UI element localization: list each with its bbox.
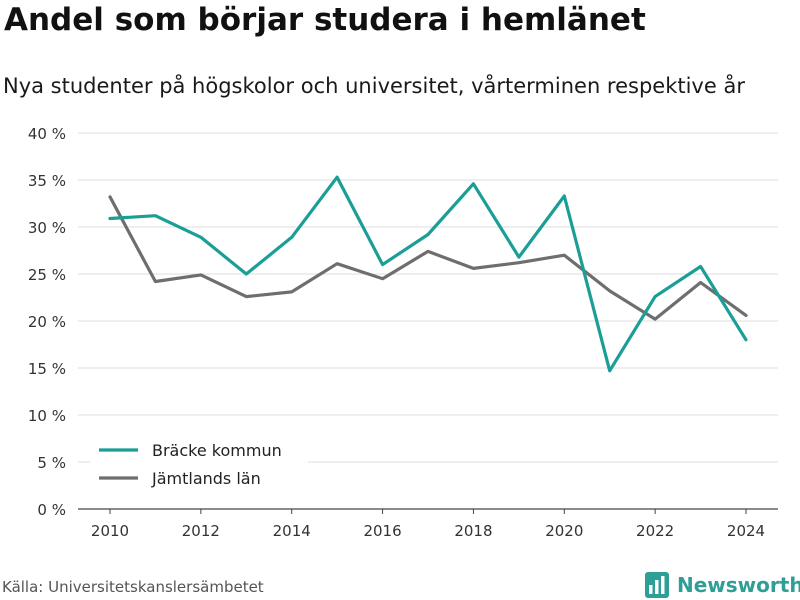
x-tick-label: 2012 — [182, 522, 220, 540]
y-tick-label: 20 % — [28, 313, 66, 331]
y-tick-label: 0 % — [37, 501, 66, 519]
series-line-br-cke-kommun — [108, 175, 748, 373]
y-tick-label: 25 % — [28, 266, 66, 284]
x-tick-label: 2020 — [545, 522, 583, 540]
gridlines — [78, 132, 778, 463]
x-axis-tick-labels: 2010 2012 2014 2016 2018 2020 2022 2024 — [91, 522, 765, 540]
series-lines — [108, 175, 748, 373]
x-tick-label: 2018 — [454, 522, 492, 540]
y-tick-label: 35 % — [28, 172, 66, 190]
x-tick-label: 2016 — [363, 522, 401, 540]
chart-title: Andel som börjar studera i hemlänet — [4, 2, 646, 38]
y-tick-label: 15 % — [28, 360, 66, 378]
x-axis — [78, 508, 778, 514]
y-tick-label: 5 % — [37, 454, 66, 472]
chart-subtitle: Nya studenter på högskolor och universit… — [3, 74, 745, 98]
newsworthy-logo[interactable]: Newsworthy — [645, 570, 800, 600]
legend-label: Jämtlands län — [151, 469, 261, 488]
logo-text: Newsworthy — [677, 573, 800, 597]
x-tick-label: 2022 — [636, 522, 674, 540]
y-tick-label: 40 % — [28, 125, 66, 143]
newsworthy-logo-icon — [645, 572, 669, 598]
series-line-j-mtlands-l-n — [108, 195, 748, 321]
line-chart: 0 %5 %10 %15 %20 %25 %30 %35 %40 % 2010 2… — [28, 125, 778, 540]
x-tick-label: 2024 — [727, 522, 765, 540]
y-axis-tick-labels: 0 % 5 % 10 % 15 % 20 % 25 % 30 % 35 % 40 % — [28, 125, 66, 519]
y-tick-label: 10 % — [28, 407, 66, 425]
source-note: Källa: Universitetskanslersämbetet — [2, 578, 264, 596]
legend-background — [90, 432, 308, 494]
legend-label: Bräcke kommun — [152, 441, 282, 460]
x-tick-label: 2010 — [91, 522, 129, 540]
y-tick-label: 30 % — [28, 219, 66, 237]
x-tick-label: 2014 — [273, 522, 311, 540]
legend: Bräcke kommun Jämtlands län — [90, 432, 308, 494]
